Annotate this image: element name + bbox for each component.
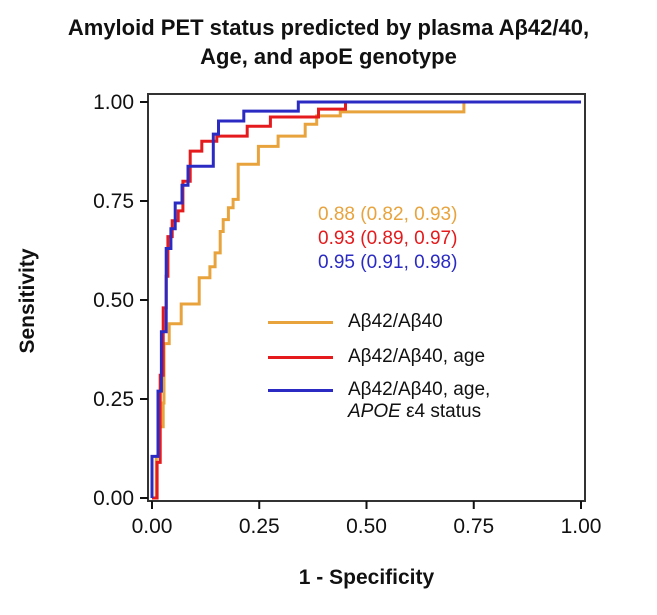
roc-curve-0 [152,100,581,500]
auc-annotation: 0.88 (0.82, 0.93) 0.93 (0.89, 0.97) 0.95 (… [318,203,457,275]
x-tick-label: 0.25 [239,515,280,538]
y-tick-label: 0.50 [93,289,134,312]
auc-value-2: 0.95 (0.91, 0.98) [318,252,458,273]
y-tick-label: 1.00 [93,91,134,114]
auc-value-1: 0.93 (0.89, 0.97) [318,228,458,249]
y-tick-label: 0.75 [93,190,134,213]
auc-value-0: 0.88 (0.82, 0.93) [318,204,458,225]
x-tick-label: 0.00 [132,515,173,538]
roc-curve-2 [150,100,581,498]
x-tick-label: 0.75 [453,515,494,538]
chart-title-line2: Age, and apoE genotype [200,44,457,69]
y-tick-label: 0.25 [93,388,134,411]
x-tick-label: 1.00 [561,515,602,538]
chart-title: Amyloid PET status predicted by plasma A… [0,13,657,71]
chart-title-line1: Amyloid PET status predicted by plasma A… [67,15,590,40]
y-tick-label: 0.00 [93,487,134,510]
roc-curve-1 [152,100,581,500]
x-axis-label: 1 - Specificity [298,566,435,589]
x-tick-label: 0.50 [346,515,387,538]
